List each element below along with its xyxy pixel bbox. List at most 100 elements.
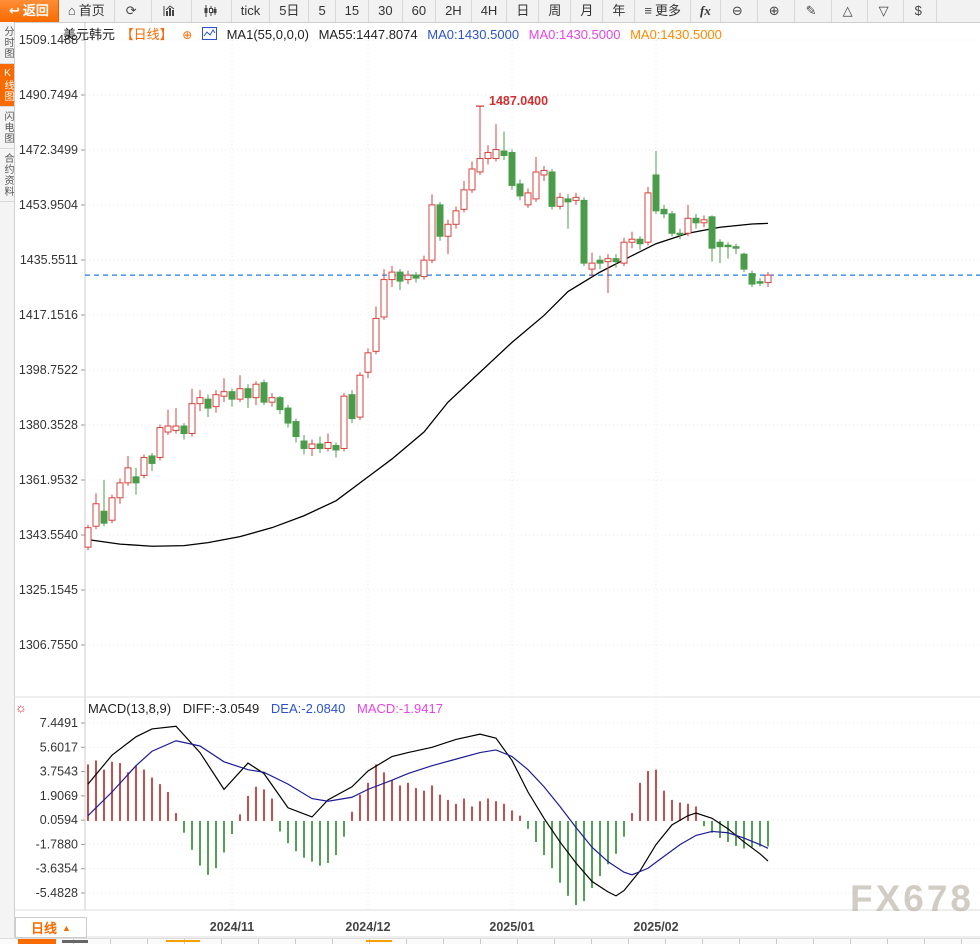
- macd-formula: MACD(13,8,9): [88, 701, 172, 716]
- candle-body: [460, 189, 468, 210]
- candle-body: [180, 425, 188, 435]
- price-axis-label: 1325.1545: [19, 583, 78, 597]
- indicator-fx-button[interactable]: fx: [691, 0, 721, 22]
- triangle-up-icon: △: [842, 3, 853, 18]
- period-4h-button[interactable]: 4H: [472, 0, 508, 22]
- price-axis-label: 1435.5511: [20, 253, 78, 267]
- candle-body: [220, 391, 228, 397]
- candle-body: [668, 213, 676, 234]
- candle-chart-button[interactable]: [192, 0, 232, 22]
- period-label: 【日线】: [120, 27, 173, 42]
- refresh-button[interactable]: ⟳: [115, 0, 152, 22]
- toolbar: ↩ 返回 ⌂ 首页 ⟳ tick 5日 5 15 30 60 2H 4H 日周月年 ≡ 更多 fx ⊖ ⊕ ✎ △ ▽ $: [0, 0, 980, 23]
- candle-body: [484, 152, 492, 160]
- period-15-button[interactable]: 15: [336, 0, 370, 22]
- candle-body: [364, 352, 372, 373]
- navigator-mark-orange: [166, 940, 200, 942]
- triangle-up-button[interactable]: △: [832, 0, 868, 22]
- candle-body: [724, 244, 732, 248]
- period-month-button[interactable]: 月: [571, 0, 604, 22]
- price-axis-label: 1453.9504: [19, 198, 78, 212]
- candle-body: [260, 382, 268, 403]
- candle-body: [244, 388, 252, 399]
- period-15-button-label: 15: [344, 3, 360, 18]
- ma0-magenta-value: MA0:1430.5000: [528, 27, 621, 42]
- period-5d-button[interactable]: 5日: [270, 0, 310, 22]
- navigator-mark-orange: [366, 940, 392, 942]
- period-30-button-label: 30: [378, 3, 393, 18]
- period-week-button-label: 周: [548, 3, 562, 18]
- main-chart[interactable]: 1509.1488 1490.7494 1472.3499 1453.9504 1435…: [14, 22, 980, 944]
- candle-body: [652, 174, 660, 212]
- candle-body: [468, 168, 476, 191]
- candles-layer: [84, 106, 772, 551]
- ma-chart-icon: [201, 27, 217, 40]
- menu-icon: ≡: [644, 3, 652, 18]
- zoom-in-icon: ⊕: [768, 3, 780, 18]
- candle-body: [620, 241, 628, 264]
- macd-axis-label: 5.6017: [40, 740, 78, 754]
- price-axis-label: 1361.9532: [19, 473, 78, 487]
- ma0-orange-value: MA0:1430.5000: [630, 27, 722, 42]
- period-year-button[interactable]: 年: [603, 0, 636, 22]
- indicator-settings-icon[interactable]: ☼: [15, 700, 27, 715]
- more-button[interactable]: ≡ 更多: [635, 0, 691, 22]
- zoom-in-button[interactable]: ⊕: [758, 0, 795, 22]
- candle-body: [380, 279, 388, 318]
- macd-axis-label: -1.7880: [36, 837, 78, 851]
- candle-body: [660, 208, 668, 215]
- candle-body: [500, 150, 508, 157]
- candle-body: [420, 259, 428, 278]
- candle-body: [508, 152, 516, 186]
- period-60-button[interactable]: 60: [403, 0, 437, 22]
- candle-body: [204, 398, 212, 409]
- draw-button[interactable]: ✎: [795, 0, 832, 22]
- tab-time-chart[interactable]: 分时图: [0, 22, 14, 64]
- bottom-navigator-scrollbar[interactable]: [0, 938, 980, 944]
- dollar-button[interactable]: $: [904, 0, 937, 22]
- candle-body: [92, 503, 100, 527]
- period-30-button[interactable]: 30: [369, 0, 403, 22]
- candle-body: [436, 204, 444, 237]
- macd-axis-label: -5.4828: [36, 886, 78, 900]
- bar-chart-button[interactable]: [152, 0, 192, 22]
- candle-body: [308, 443, 316, 449]
- macd-axis-label: 7.4491: [40, 716, 78, 730]
- candle-body: [124, 467, 132, 484]
- candle-body: [108, 497, 116, 521]
- candle-body: [196, 397, 204, 405]
- back-button[interactable]: ↩ 返回: [0, 0, 59, 22]
- candle-body: [532, 171, 540, 200]
- period-week-button[interactable]: 周: [539, 0, 572, 22]
- navigator-selected-range[interactable]: [18, 939, 56, 944]
- x-axis-label: 2025/02: [633, 920, 678, 934]
- tick-button[interactable]: tick: [232, 0, 271, 22]
- pencil-icon: ✎: [805, 3, 817, 18]
- period-2h-button[interactable]: 2H: [436, 0, 472, 22]
- tab-contract-info[interactable]: 合约资料: [0, 149, 14, 202]
- triangle-down-button[interactable]: ▽: [868, 0, 904, 22]
- price-axis-label: 1509.1488: [19, 33, 78, 47]
- price-axis-label: 1417.1516: [19, 308, 78, 322]
- candle-body: [636, 238, 644, 245]
- candle-body: [156, 427, 164, 458]
- tab-lightning-chart[interactable]: 闪电图: [0, 107, 14, 149]
- candle-body: [140, 456, 148, 476]
- candle-body: [516, 183, 524, 197]
- period-60-button-label: 60: [411, 3, 427, 18]
- candle-body: [732, 246, 740, 249]
- period-selector-button[interactable]: 日线 ▲: [15, 917, 87, 938]
- candle-body: [228, 391, 236, 400]
- ma55-value: MA55:1447.8074: [318, 27, 418, 42]
- period-day-button[interactable]: 日: [507, 0, 540, 22]
- tick-button-label: tick: [240, 3, 261, 18]
- expand-icon[interactable]: ⊕: [182, 28, 193, 42]
- macd-axis-label: 0.0594: [40, 813, 78, 827]
- tab-kline-chart[interactable]: K线图: [0, 64, 14, 107]
- home-button[interactable]: ⌂ 首页: [59, 0, 115, 22]
- period-5-button[interactable]: 5: [309, 0, 336, 22]
- candle-body: [588, 262, 596, 270]
- zoom-out-icon: ⊖: [731, 3, 743, 18]
- zoom-out-button[interactable]: ⊖: [721, 0, 758, 22]
